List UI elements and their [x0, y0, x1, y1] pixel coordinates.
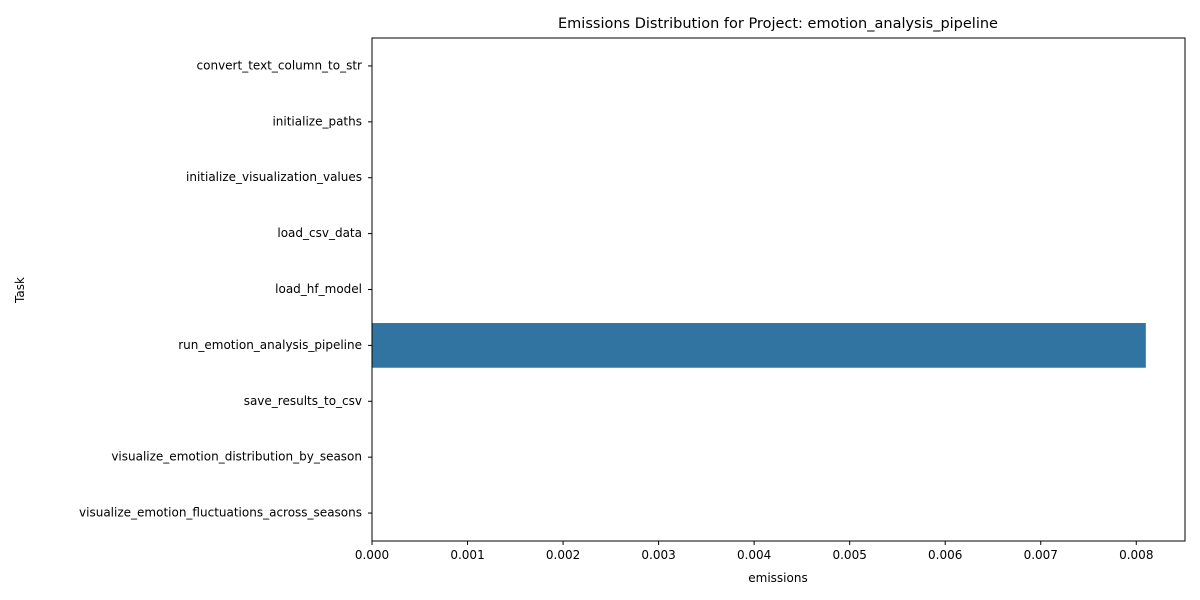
y-tick-label: load_csv_data: [277, 226, 362, 240]
bar-run_emotion_analysis_pipeline: [372, 323, 1146, 368]
y-axis-label: Task: [13, 277, 27, 304]
x-tick-label: 0.003: [641, 548, 675, 562]
y-tick-label: visualize_emotion_fluctuations_across_se…: [79, 506, 362, 520]
y-ticks-group: convert_text_column_to_str initialize_pat…: [79, 58, 372, 520]
y-tick-label: initialize_paths: [272, 114, 362, 128]
x-tick-label: 0.007: [1024, 548, 1058, 562]
x-tick-label: 0.002: [546, 548, 580, 562]
y-tick-label: save_results_to_csv: [244, 394, 362, 408]
x-tick-label: 0.000: [355, 548, 389, 562]
plot-frame: [371, 37, 1186, 542]
x-axis-label: emissions: [748, 571, 807, 585]
y-tick-label: initialize_visualization_values: [186, 170, 362, 184]
x-tick-label: 0.005: [832, 548, 866, 562]
y-tick-label: run_emotion_analysis_pipeline: [178, 338, 362, 352]
x-tick-label: 0.001: [450, 548, 484, 562]
x-tick-label: 0.006: [928, 548, 962, 562]
chart-title: Emissions Distribution for Project: emot…: [558, 16, 998, 32]
y-tick-label: convert_text_column_to_str: [197, 58, 363, 72]
bars-group: [372, 323, 1146, 368]
x-ticks-group: 0.000 0.001 0.002 0.003 0.004 0.005 0.006 0.007…: [355, 541, 1153, 562]
y-tick-label: visualize_emotion_distribution_by_season: [111, 450, 362, 464]
x-tick-label: 0.004: [737, 548, 771, 562]
y-tick-label: load_hf_model: [275, 282, 362, 296]
x-tick-label: 0.008: [1119, 548, 1153, 562]
